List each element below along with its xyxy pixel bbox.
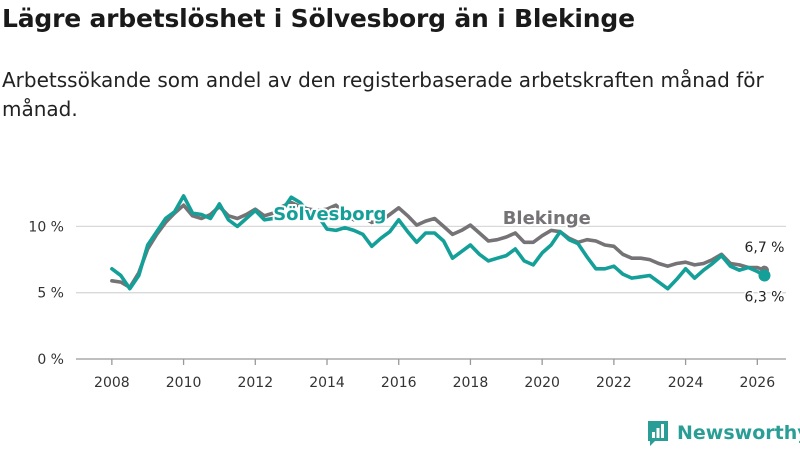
x-tick-label: 2016 [381, 375, 417, 391]
x-tick-label: 2022 [596, 375, 632, 391]
x-tick-label: 2026 [739, 375, 775, 391]
x-tick-label: 2012 [237, 375, 273, 391]
newsworthy-logo-icon [648, 421, 668, 446]
x-tick-label: 2024 [668, 375, 704, 391]
series-line-sölvesborg [110, 194, 767, 291]
series-label: Sölvesborg [273, 204, 386, 225]
chart-subtitle: Arbetssökande som andel av den registerb… [2, 68, 764, 121]
brand-name: Newsworthy [677, 422, 800, 444]
series-line-blekinge [110, 200, 767, 290]
chart-title: Lägre arbetslöshet i Sölvesborg än i Ble… [2, 4, 635, 33]
x-tick-label: 2018 [453, 375, 489, 391]
series-end-value: 6,7 % [744, 240, 784, 256]
y-tick-label: 10 % [28, 219, 64, 235]
series-label: Blekinge [503, 208, 591, 229]
series-end-value: 6,3 % [744, 289, 784, 305]
x-tick-label: 2014 [309, 375, 345, 391]
x-tick-label: 2010 [166, 375, 202, 391]
y-tick-label: 0 % [37, 352, 64, 368]
series-end-point [758, 269, 771, 282]
y-tick-label: 5 % [37, 286, 64, 302]
brand-logo: Newsworthy [646, 418, 800, 448]
x-tick-label: 2020 [524, 375, 560, 391]
x-tick-label: 2008 [94, 375, 130, 391]
